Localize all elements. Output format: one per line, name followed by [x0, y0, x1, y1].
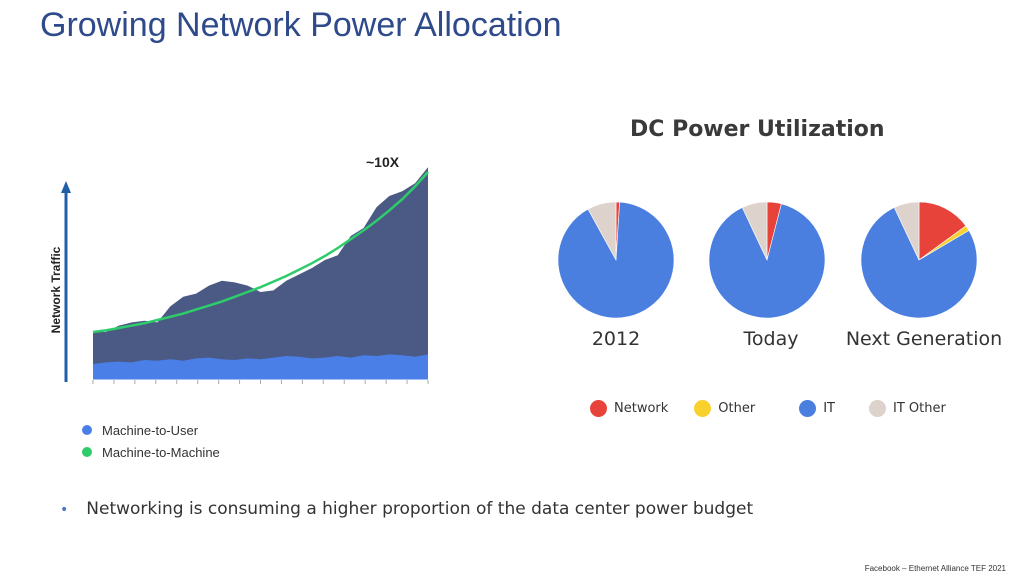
footer-source: Facebook – Ethernet Alliance TEF 2021 — [864, 564, 1006, 573]
pie-label-next-generation: Next Generation — [845, 328, 1003, 350]
pie-label-today: Today — [743, 328, 799, 350]
legend-item-it-other: IT Other — [868, 400, 946, 417]
pie-slice-it — [708, 203, 826, 319]
power-legend: Network Other IT IT Other — [590, 400, 970, 417]
machine-to-user-area — [93, 354, 428, 380]
y-axis-arrow — [61, 181, 71, 193]
legend-swatch — [868, 400, 886, 417]
legend-item-machine-to-machine: Machine-to-Machine — [82, 441, 220, 463]
legend-swatch — [590, 400, 607, 417]
legend-item-other: Other — [694, 400, 755, 417]
legend-item-machine-to-user: Machine-to-User — [82, 419, 220, 441]
legend-label: IT — [823, 401, 835, 416]
pie-slice-it-other — [741, 201, 768, 261]
bullet-text: Networking is consuming a higher proport… — [86, 499, 754, 519]
legend-label: Other — [718, 401, 756, 416]
pie-slice-network — [918, 201, 967, 261]
legend-label: Machine-to-Machine — [102, 444, 220, 460]
legend-swatch — [82, 425, 92, 435]
pie-chart-title: DC Power Utilization — [630, 117, 885, 142]
total-traffic-area — [93, 167, 428, 380]
bullet-icon: • — [60, 502, 69, 518]
pie-slice-it-other — [893, 201, 920, 261]
pie-label-2012: 2012 — [591, 328, 641, 350]
legend-label: Network — [614, 401, 669, 416]
legend-item-network: Network — [590, 400, 668, 417]
legend-swatch — [82, 447, 92, 457]
machine-to-machine-line — [92, 171, 429, 334]
traffic-legend: Machine-to-User Machine-to-Machine — [82, 419, 220, 463]
legend-label: Machine-to-User — [102, 422, 199, 438]
slide-title: Growing Network Power Allocation — [40, 6, 562, 44]
legend-swatch — [694, 400, 712, 417]
legend-swatch — [799, 400, 817, 417]
legend-item-it: IT — [799, 400, 835, 417]
legend-label: IT Other — [892, 401, 946, 416]
growth-annotation: ~10X — [366, 154, 400, 170]
pie-slice-it-other — [587, 201, 617, 261]
bullet-point: • Networking is consuming a higher propo… — [60, 499, 753, 521]
pie-slice-it — [860, 207, 978, 319]
y-axis-label: Network Traffic — [49, 246, 63, 334]
